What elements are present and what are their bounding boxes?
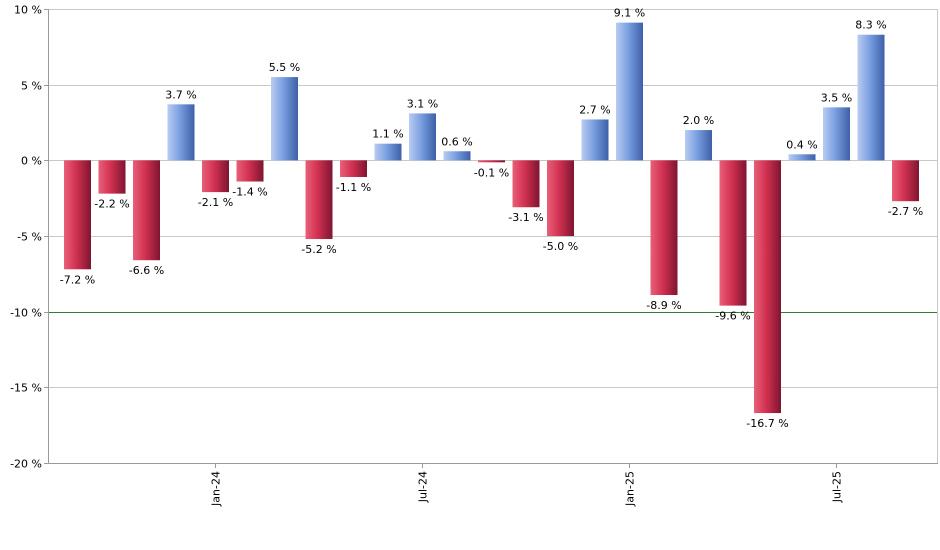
bar — [754, 160, 781, 414]
y-tick-label: -20 % — [10, 458, 42, 471]
x-tick-label: Jan-25 — [624, 471, 637, 507]
bar — [685, 130, 712, 161]
bar-value-label: -5.0 % — [543, 240, 578, 253]
bar-value-label: 3.5 % — [821, 91, 852, 104]
bar — [409, 113, 436, 161]
y-tick-label: 0 % — [21, 155, 42, 168]
bar-value-label: -5.2 % — [301, 243, 336, 256]
y-tick-label: -5 % — [17, 231, 42, 244]
bar-value-label: -0.1 % — [474, 166, 509, 179]
grid-lines — [48, 9, 938, 388]
bar — [98, 160, 126, 194]
x-tick-label: Jul-25 — [831, 471, 844, 503]
bar-value-label: 5.5 % — [269, 61, 300, 74]
bar — [616, 22, 643, 161]
y-tick-label: -10 % — [10, 307, 42, 320]
bar — [133, 160, 160, 261]
bar-value-label: 3.1 % — [407, 97, 438, 110]
bar-value-labels: -7.2 % -2.2 % -6.6 % 3.7 % -2.1 %-1.4 % 5.5 %… — [60, 7, 923, 430]
bars — [64, 22, 919, 414]
bar-value-label: -6.6 % — [129, 264, 164, 277]
bar — [167, 104, 195, 161]
bar-value-label: -2.2 % — [94, 198, 129, 211]
bar — [719, 160, 747, 306]
bar — [202, 160, 229, 193]
bar-value-label: -2.1 % — [198, 196, 233, 209]
bar-value-label: 1.1 % — [372, 128, 403, 141]
bar — [236, 160, 264, 182]
x-tick-label: Jan-24 — [210, 471, 223, 507]
bar — [581, 119, 609, 161]
bar-value-label: -8.9 % — [646, 299, 681, 312]
bar — [512, 160, 540, 208]
bar-value-label: -7.2 % — [60, 273, 95, 286]
bar — [788, 154, 816, 161]
bar — [340, 160, 367, 177]
bar-value-label: 0.4 % — [786, 138, 817, 151]
bar — [892, 160, 919, 202]
bar-value-label: -2.7 % — [888, 205, 923, 218]
bar — [64, 160, 91, 270]
x-tick-label: Jul-24 — [417, 471, 430, 503]
bar-value-label: -1.4 % — [232, 186, 267, 199]
bar — [305, 160, 333, 240]
bar-value-label: -3.1 % — [508, 211, 543, 224]
bar — [271, 77, 298, 161]
bar-value-label: 2.7 % — [579, 103, 610, 116]
bar-value-label: 3.7 % — [165, 88, 196, 101]
bar — [547, 160, 574, 236]
bar — [374, 143, 402, 161]
bar — [823, 107, 850, 161]
bar-value-label: 9.1 % — [614, 7, 645, 20]
bar-value-label: -16.7 % — [746, 417, 788, 430]
y-tick-label: 10 % — [14, 4, 42, 17]
axes: 10 % 5 % 0 % -5 % -10 % -15 % -20 % Jan-24 Jul-2… — [10, 4, 938, 507]
bar-value-label: -1.1 % — [336, 181, 371, 194]
bar-value-label: 0.6 % — [441, 135, 472, 148]
y-tick-label: 5 % — [21, 80, 42, 93]
bar-value-label: 2.0 % — [683, 114, 714, 127]
y-tick-label: -15 % — [10, 382, 42, 395]
bar — [857, 34, 885, 161]
bar — [443, 151, 471, 161]
bar — [650, 160, 678, 296]
bar — [478, 160, 505, 163]
bar-value-label: 8.3 % — [855, 19, 886, 32]
bar-value-label: -9.6 % — [715, 310, 750, 323]
